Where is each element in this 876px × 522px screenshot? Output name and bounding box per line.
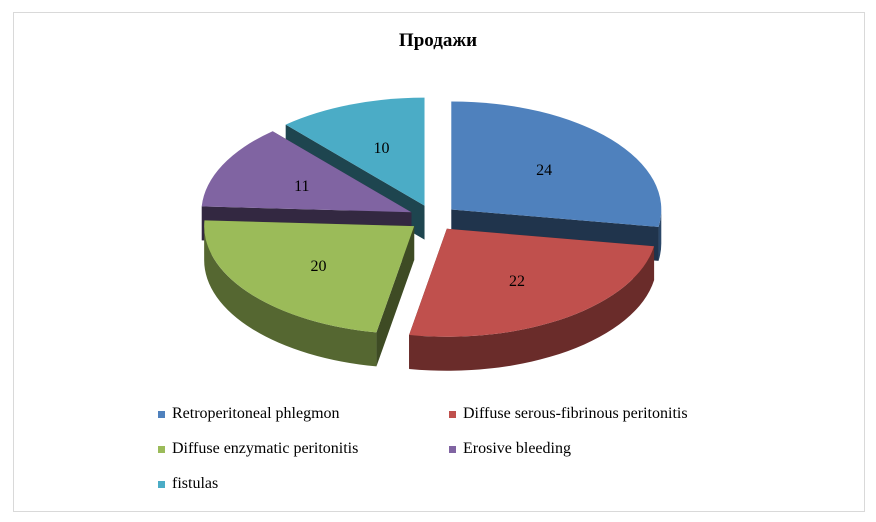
pie-slice-1 (409, 228, 655, 371)
pie-slice-2-wall (376, 226, 415, 367)
legend-label-3: Erosive bleeding (463, 440, 571, 457)
data-label-1: 22 (509, 273, 525, 290)
pie-slice-2-top (204, 220, 415, 333)
legend-label-0: Retroperitoneal phlegmon (172, 405, 340, 422)
data-label-4: 10 (373, 140, 389, 157)
pie-slice-3-top (201, 131, 412, 213)
chart-title: Продажи (398, 30, 478, 51)
legend-label-4: fistulas (172, 475, 219, 492)
pie-slice-0-top (451, 101, 662, 227)
pie-slice-1-rim (409, 246, 655, 371)
legend-item-1: Diffuse serous-fibrinous peritonitis (449, 405, 688, 423)
pie-slice-4-top (285, 97, 425, 206)
legend-label-2: Diffuse enzymatic peritonitis (172, 440, 359, 457)
data-label-3: 11 (294, 178, 309, 195)
legend-swatch-1 (449, 410, 456, 418)
legend-item-2: Diffuse enzymatic peritonitis (158, 440, 358, 458)
pie-slice-2 (204, 220, 415, 367)
data-label-0: 24 (536, 162, 552, 179)
legend-swatch-4 (158, 480, 165, 488)
legend-swatch-2 (158, 445, 165, 453)
data-label-2: 20 (311, 258, 327, 275)
pie-slice-0-rim (658, 209, 662, 261)
legend-swatch-3 (449, 445, 456, 453)
legend-item-0: Retroperitoneal phlegmon (158, 405, 340, 423)
legend-item-4: fistulas (158, 475, 218, 493)
pie-slice-1-top (409, 228, 655, 337)
legend-label-1: Diffuse serous-fibrinous peritonitis (463, 405, 688, 422)
legend-swatch-0 (158, 410, 165, 418)
legend-item-3: Erosive bleeding (449, 440, 571, 458)
pie-slice-2-rim (204, 226, 377, 367)
